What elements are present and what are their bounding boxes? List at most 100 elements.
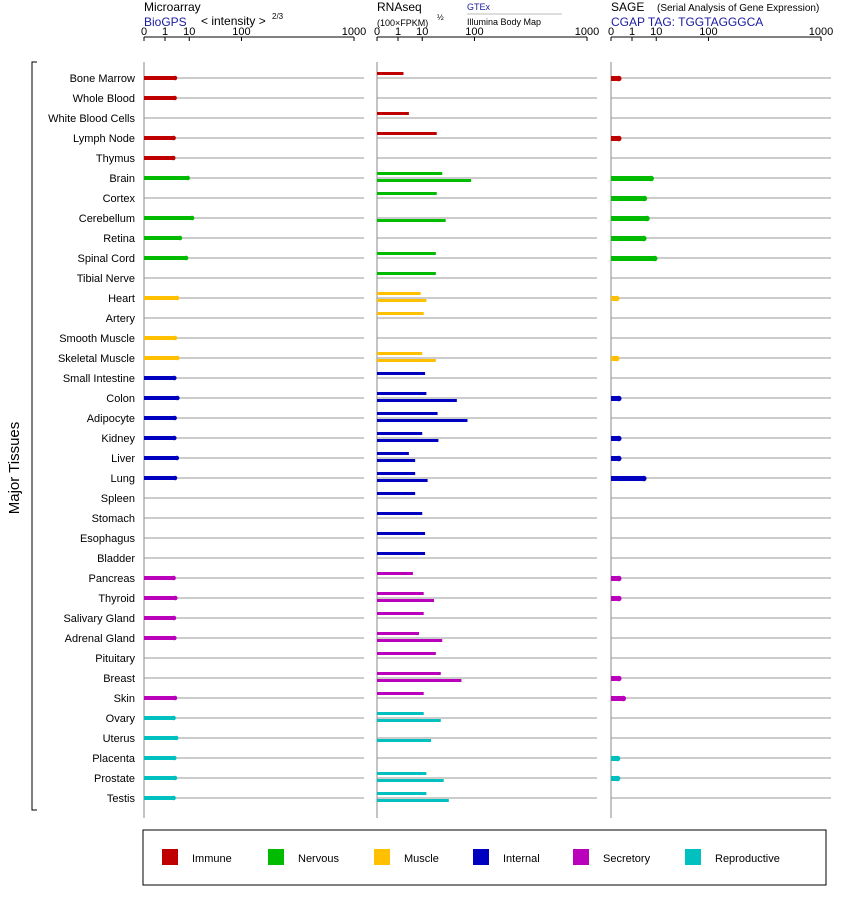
data-bar (377, 679, 462, 682)
data-bar (144, 76, 175, 80)
tissue-label: Lung (111, 473, 135, 485)
data-bar (377, 172, 443, 175)
data-bar (377, 419, 468, 422)
data-bar-cap (613, 295, 620, 302)
data-bar-cap (615, 575, 622, 582)
data-bar (377, 399, 457, 402)
data-bar (611, 776, 618, 781)
data-bar-cap (177, 235, 183, 241)
data-bar-cap (171, 755, 177, 761)
data-bar (611, 356, 617, 361)
data-bar-cap (172, 75, 178, 81)
data-bar (144, 776, 175, 780)
data-bar (144, 756, 175, 760)
data-bar (377, 712, 424, 715)
data-bar (377, 219, 446, 222)
y-axis-bracket (31, 61, 37, 811)
x-tick-label: 1 (162, 26, 168, 38)
data-bar (377, 132, 437, 135)
data-bar-cap (183, 255, 189, 261)
data-bar (611, 236, 644, 241)
data-bar (144, 736, 177, 740)
data-bar (377, 459, 416, 462)
data-bar-cap (614, 755, 621, 762)
data-bar (377, 392, 427, 395)
tissue-label: Artery (106, 313, 136, 325)
data-bar (144, 136, 174, 140)
x-tick-label: 1 (395, 26, 401, 38)
panel-title: SAGE (611, 0, 644, 14)
data-bar-cap (615, 395, 622, 402)
panel-subtitle-exponent: ½ (437, 13, 444, 22)
panel-title: Microarray (144, 0, 201, 14)
legend-label: Muscle (404, 853, 439, 865)
tissue-label: Tibial Nerve (77, 273, 135, 285)
data-bar (377, 179, 472, 182)
data-bar-cap (174, 295, 180, 301)
tissue-label: Skin (114, 693, 135, 705)
data-bar-cap (171, 795, 176, 801)
data-bar-cap (640, 475, 647, 482)
data-bar (377, 532, 426, 535)
data-bar-cap (172, 595, 178, 601)
data-bar (377, 612, 424, 615)
data-bar-cap (170, 155, 176, 161)
data-bar (377, 799, 449, 802)
data-bar-cap (644, 215, 650, 222)
data-bar (377, 292, 421, 295)
data-bar (144, 796, 174, 800)
data-bar (377, 599, 435, 602)
panel-subtitle-note: < intensity > (201, 14, 266, 28)
x-tick-label: 0 (141, 26, 147, 38)
legend-swatch (473, 849, 489, 865)
tissue-label: Whole Blood (73, 93, 135, 105)
data-bar-cap (171, 375, 177, 381)
data-bar (144, 596, 176, 600)
tissue-label: Bone Marrow (70, 73, 135, 85)
tissue-label: Salivary Gland (63, 613, 135, 625)
legend-label: Internal (503, 853, 540, 865)
data-bar (144, 156, 174, 160)
data-bar (377, 572, 413, 575)
data-bar (611, 456, 619, 461)
data-bar (377, 439, 439, 442)
data-bar-cap (171, 435, 177, 441)
data-bar (144, 696, 175, 700)
x-tick-label: 10 (650, 26, 662, 38)
data-bar (144, 456, 177, 460)
data-bar (144, 376, 175, 380)
legend: Immune Nervous Muscle Internal Secretory Repr… (142, 829, 827, 886)
tissue-label: Thyroid (98, 593, 135, 605)
data-bar-cap (171, 575, 176, 581)
x-tick-label: 1 (629, 26, 635, 38)
data-bar-cap (172, 475, 178, 481)
data-bar-cap (615, 435, 622, 442)
tissue-label: Adrenal Gland (65, 633, 135, 645)
tissue-label: Heart (108, 293, 135, 305)
data-bar (377, 492, 416, 495)
data-bar-cap (175, 395, 180, 401)
tissue-label: Liver (111, 453, 135, 465)
data-bar (144, 356, 178, 360)
tissue-label: Uterus (103, 733, 136, 745)
data-bar (611, 76, 619, 81)
data-bar (144, 336, 175, 340)
tissue-label: Testis (107, 793, 136, 805)
data-bar (377, 772, 427, 775)
data-bar (377, 372, 426, 375)
data-bar (377, 792, 427, 795)
data-bar (611, 436, 619, 441)
legend-swatch (162, 849, 178, 865)
data-bar-cap (641, 195, 648, 202)
data-bar (611, 256, 655, 261)
data-bar (611, 196, 645, 201)
tissue-label: Breast (103, 673, 135, 685)
data-bar (377, 112, 409, 115)
data-bar (377, 359, 436, 362)
data-bar-cap (172, 415, 177, 421)
data-bar (144, 416, 175, 420)
x-tick-label: 1000 (575, 26, 599, 38)
tissue-label: Colon (106, 393, 135, 405)
tissue-label: Brain (109, 173, 135, 185)
